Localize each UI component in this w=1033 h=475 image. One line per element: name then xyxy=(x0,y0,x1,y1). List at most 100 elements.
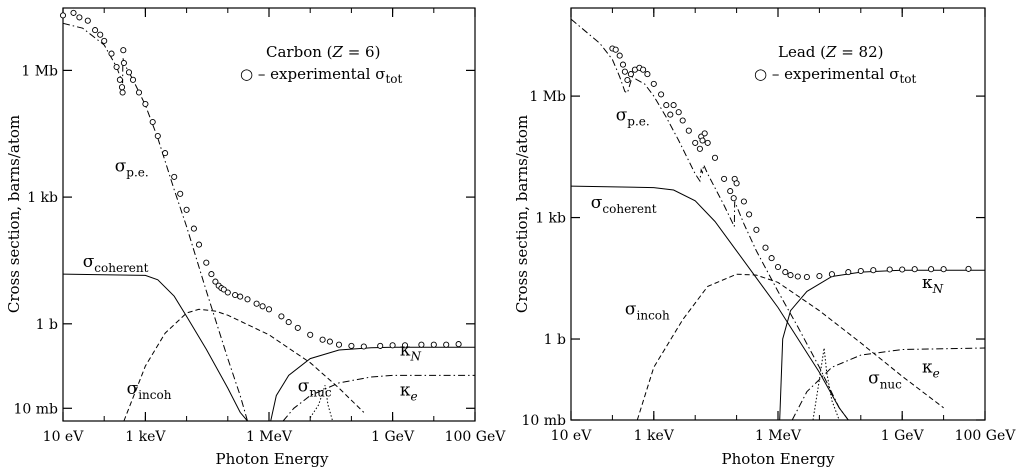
carbon-experimental-point xyxy=(285,319,292,326)
carbon-y-tick-label: 10 mb xyxy=(13,401,58,417)
lead-series-σincoh xyxy=(636,273,944,421)
carbon-experimental-point xyxy=(162,150,169,157)
carbon-experimental-point xyxy=(92,27,99,34)
carbon-y-axis-title: Cross section, barns/atom xyxy=(5,115,23,313)
lead-curve-label: σnuc xyxy=(868,368,902,391)
carbon-y-tick-label: 1 b xyxy=(36,317,58,333)
lead-experimental-point xyxy=(911,266,918,273)
carbon-experimental-point xyxy=(212,278,219,285)
lead-experimental-point xyxy=(685,127,692,134)
carbon-experimental-point xyxy=(113,63,120,71)
carbon-experimental-point xyxy=(135,89,143,96)
carbon-curve-label: σnuc xyxy=(298,377,332,400)
carbon-experimental-point xyxy=(119,89,126,96)
carbon-experimental-point xyxy=(418,341,425,348)
carbon-experimental-point xyxy=(224,289,231,296)
lead-experimental-point xyxy=(670,102,677,109)
carbon-x-tick-label: 1 GeV xyxy=(371,429,415,445)
carbon-experimental-point xyxy=(319,336,326,343)
lead-experimental-point xyxy=(675,109,682,116)
carbon-experimental-point xyxy=(244,296,251,303)
lead-experimental-point xyxy=(663,102,670,109)
carbon-experimental-point xyxy=(326,338,333,345)
carbon-curve-label: σcoherent xyxy=(83,252,149,275)
carbon-x-tick-label: 10 eV xyxy=(43,429,85,445)
carbon-experimental-point xyxy=(208,271,215,278)
lead-experimental-point xyxy=(727,188,734,195)
carbon-experimental-point xyxy=(237,293,244,300)
carbon-annotation: Carbon (Z = 6) xyxy=(266,43,380,61)
lead-experimental-point xyxy=(803,273,810,281)
lead-y-axis-title: Cross section, barns/atom xyxy=(513,115,531,313)
carbon-y-tick-label: 1 Mb xyxy=(21,63,58,79)
lead-experimental-point xyxy=(612,46,619,53)
carbon-experimental-point xyxy=(220,286,227,293)
lead-y-tick-label: 10 mb xyxy=(521,413,566,429)
carbon-experimental-point xyxy=(108,50,115,57)
carbon-experimental-point xyxy=(335,341,343,348)
lead-experimental-point xyxy=(816,272,823,280)
lead-y-tick-label: 1 Mb xyxy=(529,89,566,105)
lead-experimental-point xyxy=(857,267,864,275)
carbon-series-σp.e. xyxy=(62,22,248,422)
lead-experimental-point xyxy=(704,139,711,146)
carbon-experimental-point xyxy=(377,342,384,349)
carbon-experimental-point xyxy=(430,341,437,348)
lead-series-σp.e. xyxy=(570,18,849,421)
carbon-experimental-point xyxy=(125,69,133,76)
carbon-experimental-point xyxy=(190,225,197,232)
lead-experimental-point xyxy=(721,175,728,182)
lead-experimental-point xyxy=(699,137,706,144)
lead-curve-label: σincoh xyxy=(625,300,670,323)
carbon-experimental-point xyxy=(129,76,137,83)
chart-lead: 10 eV 1 keV 1 MeV 1 GeV 100 GeV 10 mb 1 b 1 kb 1… xyxy=(513,7,1017,468)
carbon-experimental-point xyxy=(278,313,285,320)
carbon-experimental-point xyxy=(401,342,409,349)
lead-curve-label: σp.e. xyxy=(616,106,650,129)
lead-experimental-point xyxy=(679,117,686,124)
lead-experimental-point xyxy=(965,265,972,272)
carbon-curve-label: κe xyxy=(400,381,418,404)
lead-series-κN xyxy=(779,269,985,421)
lead-curve-label: κe xyxy=(922,357,940,380)
carbon-experimental-point xyxy=(455,341,462,348)
carbon-experimental-point xyxy=(360,343,367,350)
lead-experimental-point xyxy=(753,226,760,233)
carbon-experimental-point xyxy=(259,303,266,310)
chart-carbon: 10 eV 1 keV 1 MeV 1 GeV 100 GeV 10 mb 1 b 1 kb 1… xyxy=(5,7,506,468)
carbon-experimental-point xyxy=(348,342,355,349)
lead-x-tick-label: 100 GeV xyxy=(955,428,1017,444)
carbon-experimental-point xyxy=(149,118,156,126)
carbon-experimental-point xyxy=(294,324,301,331)
carbon-x-tick-label: 1 keV xyxy=(125,429,166,445)
lead-experimental-point xyxy=(627,71,634,78)
lead-experimental-point xyxy=(621,68,628,75)
carbon-experimental-point xyxy=(116,76,123,83)
carbon-series-κN xyxy=(270,346,475,422)
carbon-experimental-point xyxy=(120,47,127,54)
carbon-experimental-point xyxy=(97,31,104,38)
carbon-experimental-point xyxy=(84,17,91,24)
carbon-curve-label: σp.e. xyxy=(115,157,149,180)
lead-experimental-point xyxy=(774,263,782,271)
carbon-experimental-point xyxy=(253,300,260,307)
carbon-experimental-point xyxy=(203,259,210,266)
lead-x-tick-label: 10 eV xyxy=(551,428,593,444)
carbon-curve-label: σincoh xyxy=(127,379,172,402)
carbon-x-tick-label: 1 MeV xyxy=(246,429,293,445)
lead-experimental-point xyxy=(828,271,835,278)
lead-experimental-point xyxy=(692,139,699,146)
carbon-experimental-point xyxy=(195,241,203,248)
lead-y-tick-label: 1 kb xyxy=(535,211,566,227)
lead-curve-label: σcoherent xyxy=(591,193,657,216)
lead-x-axis-title: Photon Energy xyxy=(721,450,835,468)
carbon-experimental-point xyxy=(118,84,126,91)
carbon-experimental-point xyxy=(70,9,77,16)
carbon-legend: ○ – experimental σtot xyxy=(240,65,403,86)
lead-series-κe xyxy=(791,347,986,421)
lead-experimental-point xyxy=(762,244,769,251)
lead-experimental-point xyxy=(667,111,674,118)
carbon-experimental-point xyxy=(389,342,396,349)
lead-annotation: Lead (Z = 82) xyxy=(778,43,884,61)
